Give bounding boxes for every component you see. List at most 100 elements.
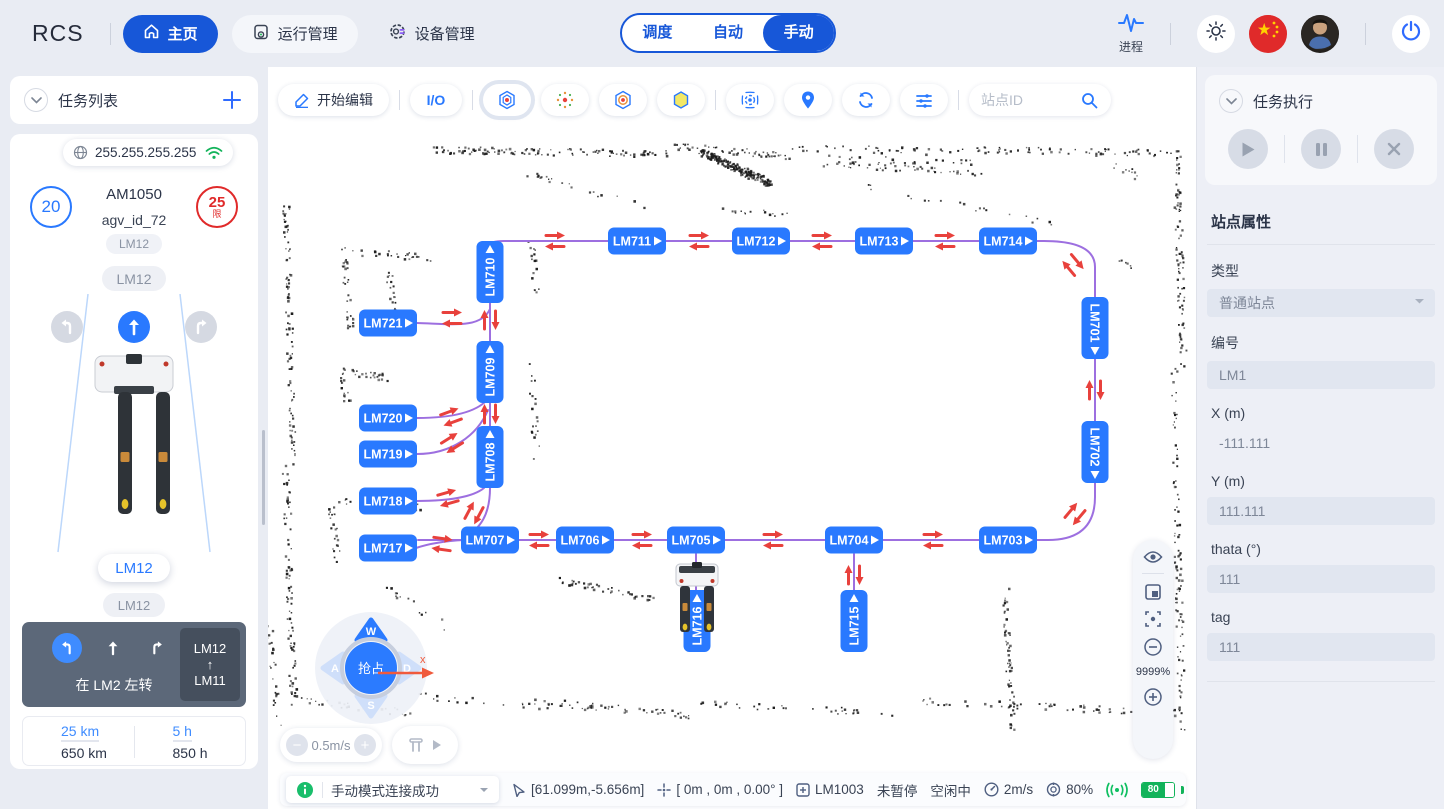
navbar-right: 进程 [1118,0,1430,67]
hours-stat: 5 h 850 h [172,723,208,761]
divider [958,90,959,110]
top-navbar: RCS 主页 运行管理 设备管理 调度 自动 手动 [0,0,1444,67]
layer-robot-button[interactable] [599,84,647,116]
station-search [969,84,1111,116]
svg-text:LM708: LM708 [484,443,498,482]
station-node-LM707[interactable]: LM707 [461,526,519,554]
locate-button[interactable] [784,84,832,116]
wifi-icon [205,146,223,159]
map-canvas[interactable]: LM710 LM709 LM708 LM711 LM712 LM713 LM714 LM701… [268,67,1196,809]
mode-option-manual[interactable]: 手动 [763,15,835,51]
station-node-LM717[interactable]: LM717 [359,534,417,562]
nav-tab-operations[interactable]: 运行管理 [231,14,358,53]
mode-option-dispatch[interactable]: 调度 [642,24,673,41]
station-node-LM715[interactable]: LM715 [840,590,868,652]
robot-coordinates: [61.099m,-5.656m] [512,782,644,797]
turn-right-icon [196,319,207,335]
station-node-LM701[interactable]: LM701 [1081,297,1109,359]
scrollbar-thumb[interactable] [262,430,265,525]
layer-area-button[interactable] [657,84,705,116]
station-node-LM712[interactable]: LM712 [732,227,790,255]
zoom-in-button[interactable] [1143,687,1163,707]
visibility-button[interactable] [1143,550,1163,564]
station-node-LM711[interactable]: LM711 [608,227,666,255]
property-field-2: X (m) -111.111 [1205,405,1437,457]
add-task-button[interactable] [220,88,244,112]
task-start-button[interactable] [1228,129,1268,169]
collapse-button[interactable] [1219,89,1243,113]
station-node-LM704[interactable]: LM704 [825,526,883,554]
station-node-LM705[interactable]: LM705 [667,526,725,554]
field-select[interactable]: 普通站点 [1207,289,1435,317]
station-node-LM718[interactable]: LM718 [359,487,417,515]
mode-option-auto[interactable]: 自动 [713,24,744,41]
collapse-button[interactable] [24,88,48,112]
station-node-LM719[interactable]: LM719 [359,440,417,468]
layer-stations-button[interactable] [483,84,531,116]
station-node-LM706[interactable]: LM706 [556,526,614,554]
minimap-button[interactable] [1144,583,1162,601]
chevron-down-icon [1225,97,1237,105]
map-robot[interactable] [675,562,719,632]
divider [1170,22,1171,45]
station-node-LM702[interactable]: LM702 [1081,421,1109,483]
field-input[interactable]: 111 [1207,565,1435,593]
station-node-LM708[interactable]: LM708 [476,426,504,488]
fork-control-button[interactable] [392,726,458,764]
theme-toggle-button[interactable] [1197,14,1235,53]
field-label: thata (°) [1211,541,1261,557]
speed-decrease-button[interactable]: − [286,734,308,756]
radar-icon [741,91,759,109]
station-search-input[interactable] [981,92,1073,108]
turn-right-button[interactable] [185,311,217,343]
language-flag-button[interactable] [1249,14,1287,53]
process-button[interactable]: 进程 [1118,12,1144,55]
refresh-button[interactable] [842,84,890,116]
go-straight-button[interactable] [118,311,150,343]
field-label: 编号 [1211,335,1239,351]
station-node-LM714[interactable]: LM714 [979,227,1037,255]
station-node-LM721[interactable]: LM721 [359,309,417,337]
search-icon[interactable] [1081,92,1098,109]
divider [133,726,135,758]
filter-settings-button[interactable] [900,84,948,116]
status-message-dropdown[interactable]: 手动模式连接成功 [286,776,499,803]
power-button[interactable] [1392,14,1430,53]
progress-readout: 80% [1046,782,1093,797]
station-node-LM716[interactable]: LM716 [683,590,711,652]
turn-left-button[interactable] [51,311,83,343]
robot-model: AM1050 [106,186,162,203]
battery-icon: 80 [1141,781,1176,798]
field-input[interactable]: 111 [1207,633,1435,661]
manual-joystick[interactable]: W A D S 抢占 [311,608,431,728]
minus-circle-icon [1144,638,1162,656]
task-cancel-button[interactable] [1374,129,1414,169]
relocate-button[interactable] [726,84,774,116]
robot-ip-field[interactable]: 255.255.255.255 [63,139,233,166]
station-node-LM713[interactable]: LM713 [855,227,913,255]
station-node-LM720[interactable]: LM720 [359,404,417,432]
zoom-out-button[interactable] [1143,637,1163,657]
io-button[interactable]: I/O [410,84,462,116]
distance-stat: 25 km 650 km [61,723,107,761]
user-avatar[interactable] [1301,14,1339,53]
station-map[interactable]: LM710 LM709 LM708 LM711 LM712 LM713 LM714 LM701… [268,67,1196,809]
speed-increase-button[interactable]: + [353,734,376,756]
field-input[interactable]: 111.111 [1207,497,1435,525]
layer-lidar-button[interactable] [541,84,589,116]
task-pause-button[interactable] [1301,129,1341,169]
task-list-panel: 任务列表 255.255.255.255 20 AM1050 agv_id_72… [0,67,268,809]
start-edit-button[interactable]: 开始编辑 [278,84,389,116]
station-node-LM709[interactable]: LM709 [476,341,504,403]
nav-tab-devices[interactable]: 设备管理 [368,15,495,53]
china-flag-icon [1249,14,1287,53]
field-input[interactable]: LM1 [1207,361,1435,389]
mode-toggle: 调度 自动 手动 [620,13,836,53]
field-input: -111.111 [1219,435,1271,451]
station-node-LM703[interactable]: LM703 [979,526,1037,554]
center-focus-button[interactable] [1144,610,1162,628]
hexagon-area-icon [673,91,689,109]
nav-tab-home[interactable]: 主页 [122,14,218,53]
pause-icon [1315,142,1327,156]
station-node-LM710[interactable]: LM710 [476,241,504,303]
